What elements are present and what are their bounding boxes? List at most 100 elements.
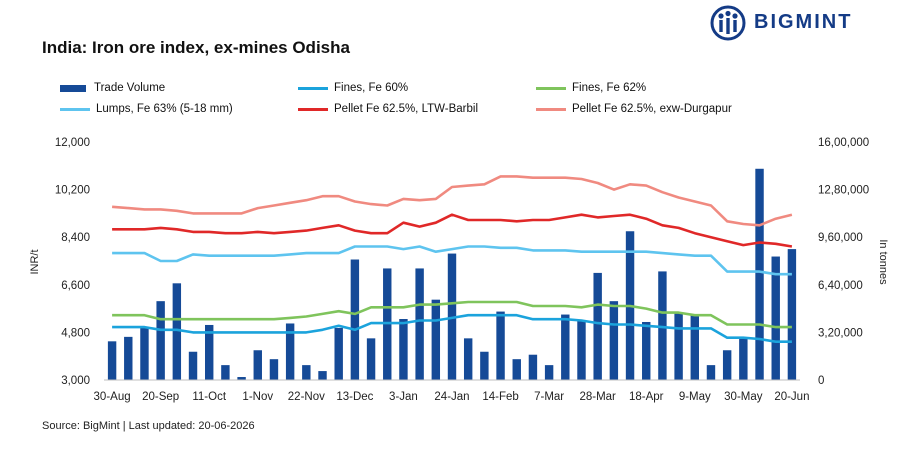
trade-volume-bar [690,314,699,380]
y2-tick-label: 6,40,000 [818,280,863,292]
trade-volume-bar [609,301,619,380]
trade-volume-bar [188,351,198,380]
x-tick-label: 9-May [679,391,711,403]
y2-tick-label: 12,80,000 [818,185,869,197]
trade-volume-bar [107,341,117,380]
trade-volume-bar [205,324,214,380]
y2-tick-label: 9,60,000 [818,232,863,244]
legend-swatch [536,86,566,90]
trade-volume-bar [787,249,797,380]
trade-volume-bar [172,283,182,380]
trade-volume-bar [755,168,764,380]
trade-volume-bar [285,323,295,380]
trade-volume-bar [253,350,262,380]
trade-volume-bar [318,371,327,380]
y-tick-label: 6,600 [61,280,90,292]
trade-volume-bar [722,350,732,380]
y2-tick-label: 3,20,000 [818,327,863,339]
legend-label: Fines, Fe 62% [572,82,647,94]
y-tick-label: 12,000 [55,137,90,149]
legend-label: Pellet Fe 62.5%, exw-Durgapur [572,103,732,115]
legend-label: Pellet Fe 62.5%, LTW-Barbil [334,103,479,115]
legend-item-pellet-durgapur: Pellet Fe 62.5%, exw-Durgapur [536,103,732,115]
trade-volume-bar [577,320,586,380]
chart-legend: Trade Volume Fines, Fe 60% Fines, Fe 62%… [60,78,890,118]
trade-volume-bar [399,319,408,380]
legend-swatch [298,86,328,90]
y2-tick-label: 0 [818,375,824,387]
trade-volume-bar [350,259,360,380]
trade-volume-bar [415,268,424,380]
trade-volume-bar [156,301,165,380]
x-tick-label: 28-Mar [579,391,616,403]
legend-item-fines-62: Fines, Fe 62% [536,82,646,94]
fines-62-line [112,300,792,329]
x-tick-label: 30-Aug [94,391,131,403]
x-tick-label: 14-Feb [482,391,518,403]
legend-item-lumps-63: Lumps, Fe 63% (5-18 mm) [60,103,233,115]
trade-volume-bar [366,338,376,380]
logo-wordmark: BIGMINT [754,11,853,33]
trade-volume-bar [658,271,667,380]
legend-item-trade-volume: Trade Volume [60,82,165,94]
legend-label: Lumps, Fe 63% (5-18 mm) [96,103,233,115]
trade-volume-bar [771,256,780,380]
trade-volume-bar [140,327,149,380]
trade-volume-bar [593,272,602,380]
y-tick-label: 4,800 [61,327,90,339]
legend-item-fines-60: Fines, Fe 60% [298,82,408,94]
y-tick-label: 8,400 [61,232,90,244]
trade-volume-bar [431,299,441,380]
trade-volume-bar [674,313,683,380]
legend-label: Fines, Fe 60% [334,82,409,94]
trade-volume-bar [706,365,716,380]
lumps-63-line [112,245,792,276]
trade-volume-bar [237,377,246,380]
y2-axis-label: In tonnes [877,239,889,285]
legend-swatch [60,84,86,92]
x-tick-label: 11-Oct [192,391,226,403]
legend-swatch [60,107,90,111]
logo-mark-icon [710,5,746,41]
pellet-durgapur-line [111,175,793,227]
trade-volume-bar [334,327,343,380]
x-tick-label: 20-Jun [774,391,809,403]
trade-volume-bar [480,351,489,380]
trade-volume-bar [124,336,133,380]
x-tick-label: 1-Nov [242,391,273,403]
trade-volume-bar [269,359,279,380]
trade-volume-bar [739,338,748,380]
trade-volume-bar [221,365,230,380]
y-tick-label: 10,200 [55,185,90,197]
y-tick-label: 3,000 [61,375,90,387]
trade-volume-bar [302,365,311,380]
legend-swatch [536,107,566,111]
legend-item-pellet-barbil: Pellet Fe 62.5%, LTW-Barbil [298,103,478,115]
x-tick-label: 13-Dec [336,391,373,403]
y2-tick-label: 16,00,000 [818,137,869,149]
trade-volume-bar [512,359,521,380]
x-tick-label: 18-Apr [629,391,664,403]
source-note: Source: BigMint | Last updated: 20-06-20… [42,420,255,432]
price-lines [111,175,793,344]
x-tick-label: 20-Sep [142,391,179,403]
y-axis-label: INR/t [29,249,41,274]
trade-volume-bar [528,354,538,380]
chart-title: India: Iron ore index, ex-mines Odisha [42,38,350,57]
bigmint-logo: BIGMINT [710,5,880,41]
x-tick-label: 30-May [724,391,763,403]
x-tick-label: 3-Jan [389,391,418,403]
x-tick-label: 24-Jan [434,391,469,403]
x-tick-label: 22-Nov [288,391,325,403]
x-tick-label: 7-Mar [534,391,564,403]
legend-swatch [298,107,328,111]
trade-volume-bar [544,365,554,380]
fines-60-line [112,313,792,344]
legend-label: Trade Volume [94,82,166,94]
trade-volume-bar [561,314,570,380]
trade-volume-bar [463,338,473,380]
trade-volume-bar [496,311,505,380]
trade-volume-bar [642,321,651,380]
pellet-barbil-line [112,213,793,248]
